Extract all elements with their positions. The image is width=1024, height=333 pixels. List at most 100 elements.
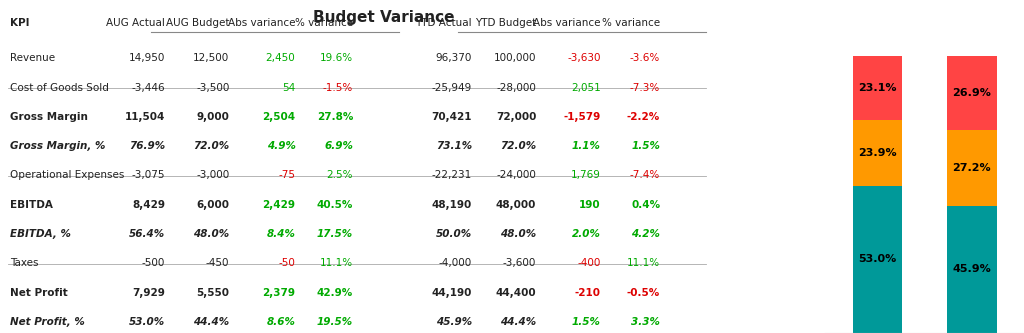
Text: 50.0%: 50.0%: [436, 229, 472, 239]
Text: KPI: KPI: [10, 18, 30, 28]
Text: % variance: % variance: [295, 18, 353, 28]
Text: 5,550: 5,550: [197, 288, 229, 298]
Text: 56.4%: 56.4%: [129, 229, 165, 239]
Text: -50: -50: [279, 258, 295, 268]
Text: 23.1%: 23.1%: [858, 83, 896, 93]
Text: -210: -210: [574, 288, 601, 298]
Text: 6.9%: 6.9%: [325, 141, 353, 151]
Text: 42.9%: 42.9%: [316, 288, 353, 298]
Text: 53.0%: 53.0%: [858, 254, 896, 264]
Text: 0.4%: 0.4%: [631, 200, 660, 210]
Text: 23.9%: 23.9%: [858, 148, 897, 158]
Text: 11.1%: 11.1%: [627, 258, 660, 268]
Text: -22,231: -22,231: [432, 170, 472, 180]
Text: -2.2%: -2.2%: [627, 112, 660, 122]
Text: 44,190: 44,190: [432, 288, 472, 298]
Text: 2,379: 2,379: [262, 288, 295, 298]
Text: 2,051: 2,051: [571, 83, 601, 93]
Text: Net Profit: Net Profit: [10, 288, 68, 298]
Text: -3,446: -3,446: [131, 83, 165, 93]
Text: 8.6%: 8.6%: [266, 317, 295, 327]
Bar: [853, 186, 902, 333]
Text: 1.5%: 1.5%: [631, 141, 660, 151]
Text: -24,000: -24,000: [497, 170, 537, 180]
Text: 2.0%: 2.0%: [571, 229, 601, 239]
Text: 2,429: 2,429: [262, 200, 295, 210]
Bar: [947, 130, 996, 206]
Text: 73.1%: 73.1%: [436, 141, 472, 151]
Text: 19.5%: 19.5%: [317, 317, 353, 327]
Text: 44,400: 44,400: [496, 288, 537, 298]
Text: Gross Margin, %: Gross Margin, %: [10, 141, 105, 151]
Text: 100,000: 100,000: [494, 53, 537, 63]
Text: -4,000: -4,000: [438, 258, 472, 268]
Text: 76.9%: 76.9%: [129, 141, 165, 151]
Text: Budget Variance: Budget Variance: [313, 10, 455, 25]
Text: 44.4%: 44.4%: [194, 317, 229, 327]
Text: Abs variance: Abs variance: [228, 18, 295, 28]
Text: 96,370: 96,370: [435, 53, 472, 63]
Text: -3,600: -3,600: [503, 258, 537, 268]
Text: -7.4%: -7.4%: [630, 170, 660, 180]
Text: 27.8%: 27.8%: [316, 112, 353, 122]
Text: 2,504: 2,504: [262, 112, 295, 122]
Text: 190: 190: [580, 200, 601, 210]
Text: 48.0%: 48.0%: [501, 229, 537, 239]
Text: EBITDA, %: EBITDA, %: [10, 229, 71, 239]
Text: -3,075: -3,075: [131, 170, 165, 180]
Text: 48,190: 48,190: [432, 200, 472, 210]
Text: 26.9%: 26.9%: [952, 88, 991, 98]
Text: 40.5%: 40.5%: [316, 200, 353, 210]
Text: Revenue: Revenue: [10, 53, 55, 63]
Text: AUG Budget: AUG Budget: [166, 18, 229, 28]
Text: 9,000: 9,000: [197, 112, 229, 122]
Text: 72.0%: 72.0%: [501, 141, 537, 151]
Text: 48,000: 48,000: [496, 200, 537, 210]
Text: -450: -450: [206, 258, 229, 268]
Text: Taxes: Taxes: [10, 258, 39, 268]
Text: AUG Actual: AUG Actual: [106, 18, 165, 28]
Text: 3.3%: 3.3%: [631, 317, 660, 327]
Text: Gross Margin: Gross Margin: [10, 112, 88, 122]
Text: 48.0%: 48.0%: [194, 229, 229, 239]
Text: % variance: % variance: [602, 18, 660, 28]
Text: 70,421: 70,421: [431, 112, 472, 122]
Text: 1,769: 1,769: [570, 170, 601, 180]
Text: Net Profit, %: Net Profit, %: [10, 317, 85, 327]
Text: Cost of Goods Sold: Cost of Goods Sold: [10, 83, 109, 93]
Bar: [853, 120, 902, 186]
Text: 44.4%: 44.4%: [501, 317, 537, 327]
Text: 27.2%: 27.2%: [952, 163, 991, 173]
Text: -75: -75: [279, 170, 295, 180]
Bar: [947, 56, 996, 130]
Text: 72.0%: 72.0%: [194, 141, 229, 151]
Text: 8,429: 8,429: [132, 200, 165, 210]
Text: EBITDA: EBITDA: [10, 200, 53, 210]
Text: YTD Actual: YTD Actual: [416, 18, 472, 28]
Text: 8.4%: 8.4%: [266, 229, 295, 239]
Text: Operational Expenses: Operational Expenses: [10, 170, 124, 180]
Text: 12,500: 12,500: [194, 53, 229, 63]
Text: -3.6%: -3.6%: [630, 53, 660, 63]
Text: 14,950: 14,950: [129, 53, 165, 63]
Text: 72,000: 72,000: [496, 112, 537, 122]
Text: 7,929: 7,929: [132, 288, 165, 298]
Text: 2,450: 2,450: [265, 53, 295, 63]
Text: 45.9%: 45.9%: [436, 317, 472, 327]
Text: -500: -500: [141, 258, 165, 268]
Text: -3,630: -3,630: [567, 53, 601, 63]
Text: 53.0%: 53.0%: [129, 317, 165, 327]
Text: 1.5%: 1.5%: [571, 317, 601, 327]
Text: 4.2%: 4.2%: [631, 229, 660, 239]
Text: -1.5%: -1.5%: [323, 83, 353, 93]
Text: -0.5%: -0.5%: [627, 288, 660, 298]
Text: -28,000: -28,000: [497, 83, 537, 93]
Text: -3,500: -3,500: [196, 83, 229, 93]
Bar: [853, 56, 902, 120]
Text: 4.9%: 4.9%: [266, 141, 295, 151]
Text: 17.5%: 17.5%: [317, 229, 353, 239]
Text: -7.3%: -7.3%: [630, 83, 660, 93]
Text: 11,504: 11,504: [125, 112, 165, 122]
Text: 11.1%: 11.1%: [321, 258, 353, 268]
Text: -25,949: -25,949: [432, 83, 472, 93]
